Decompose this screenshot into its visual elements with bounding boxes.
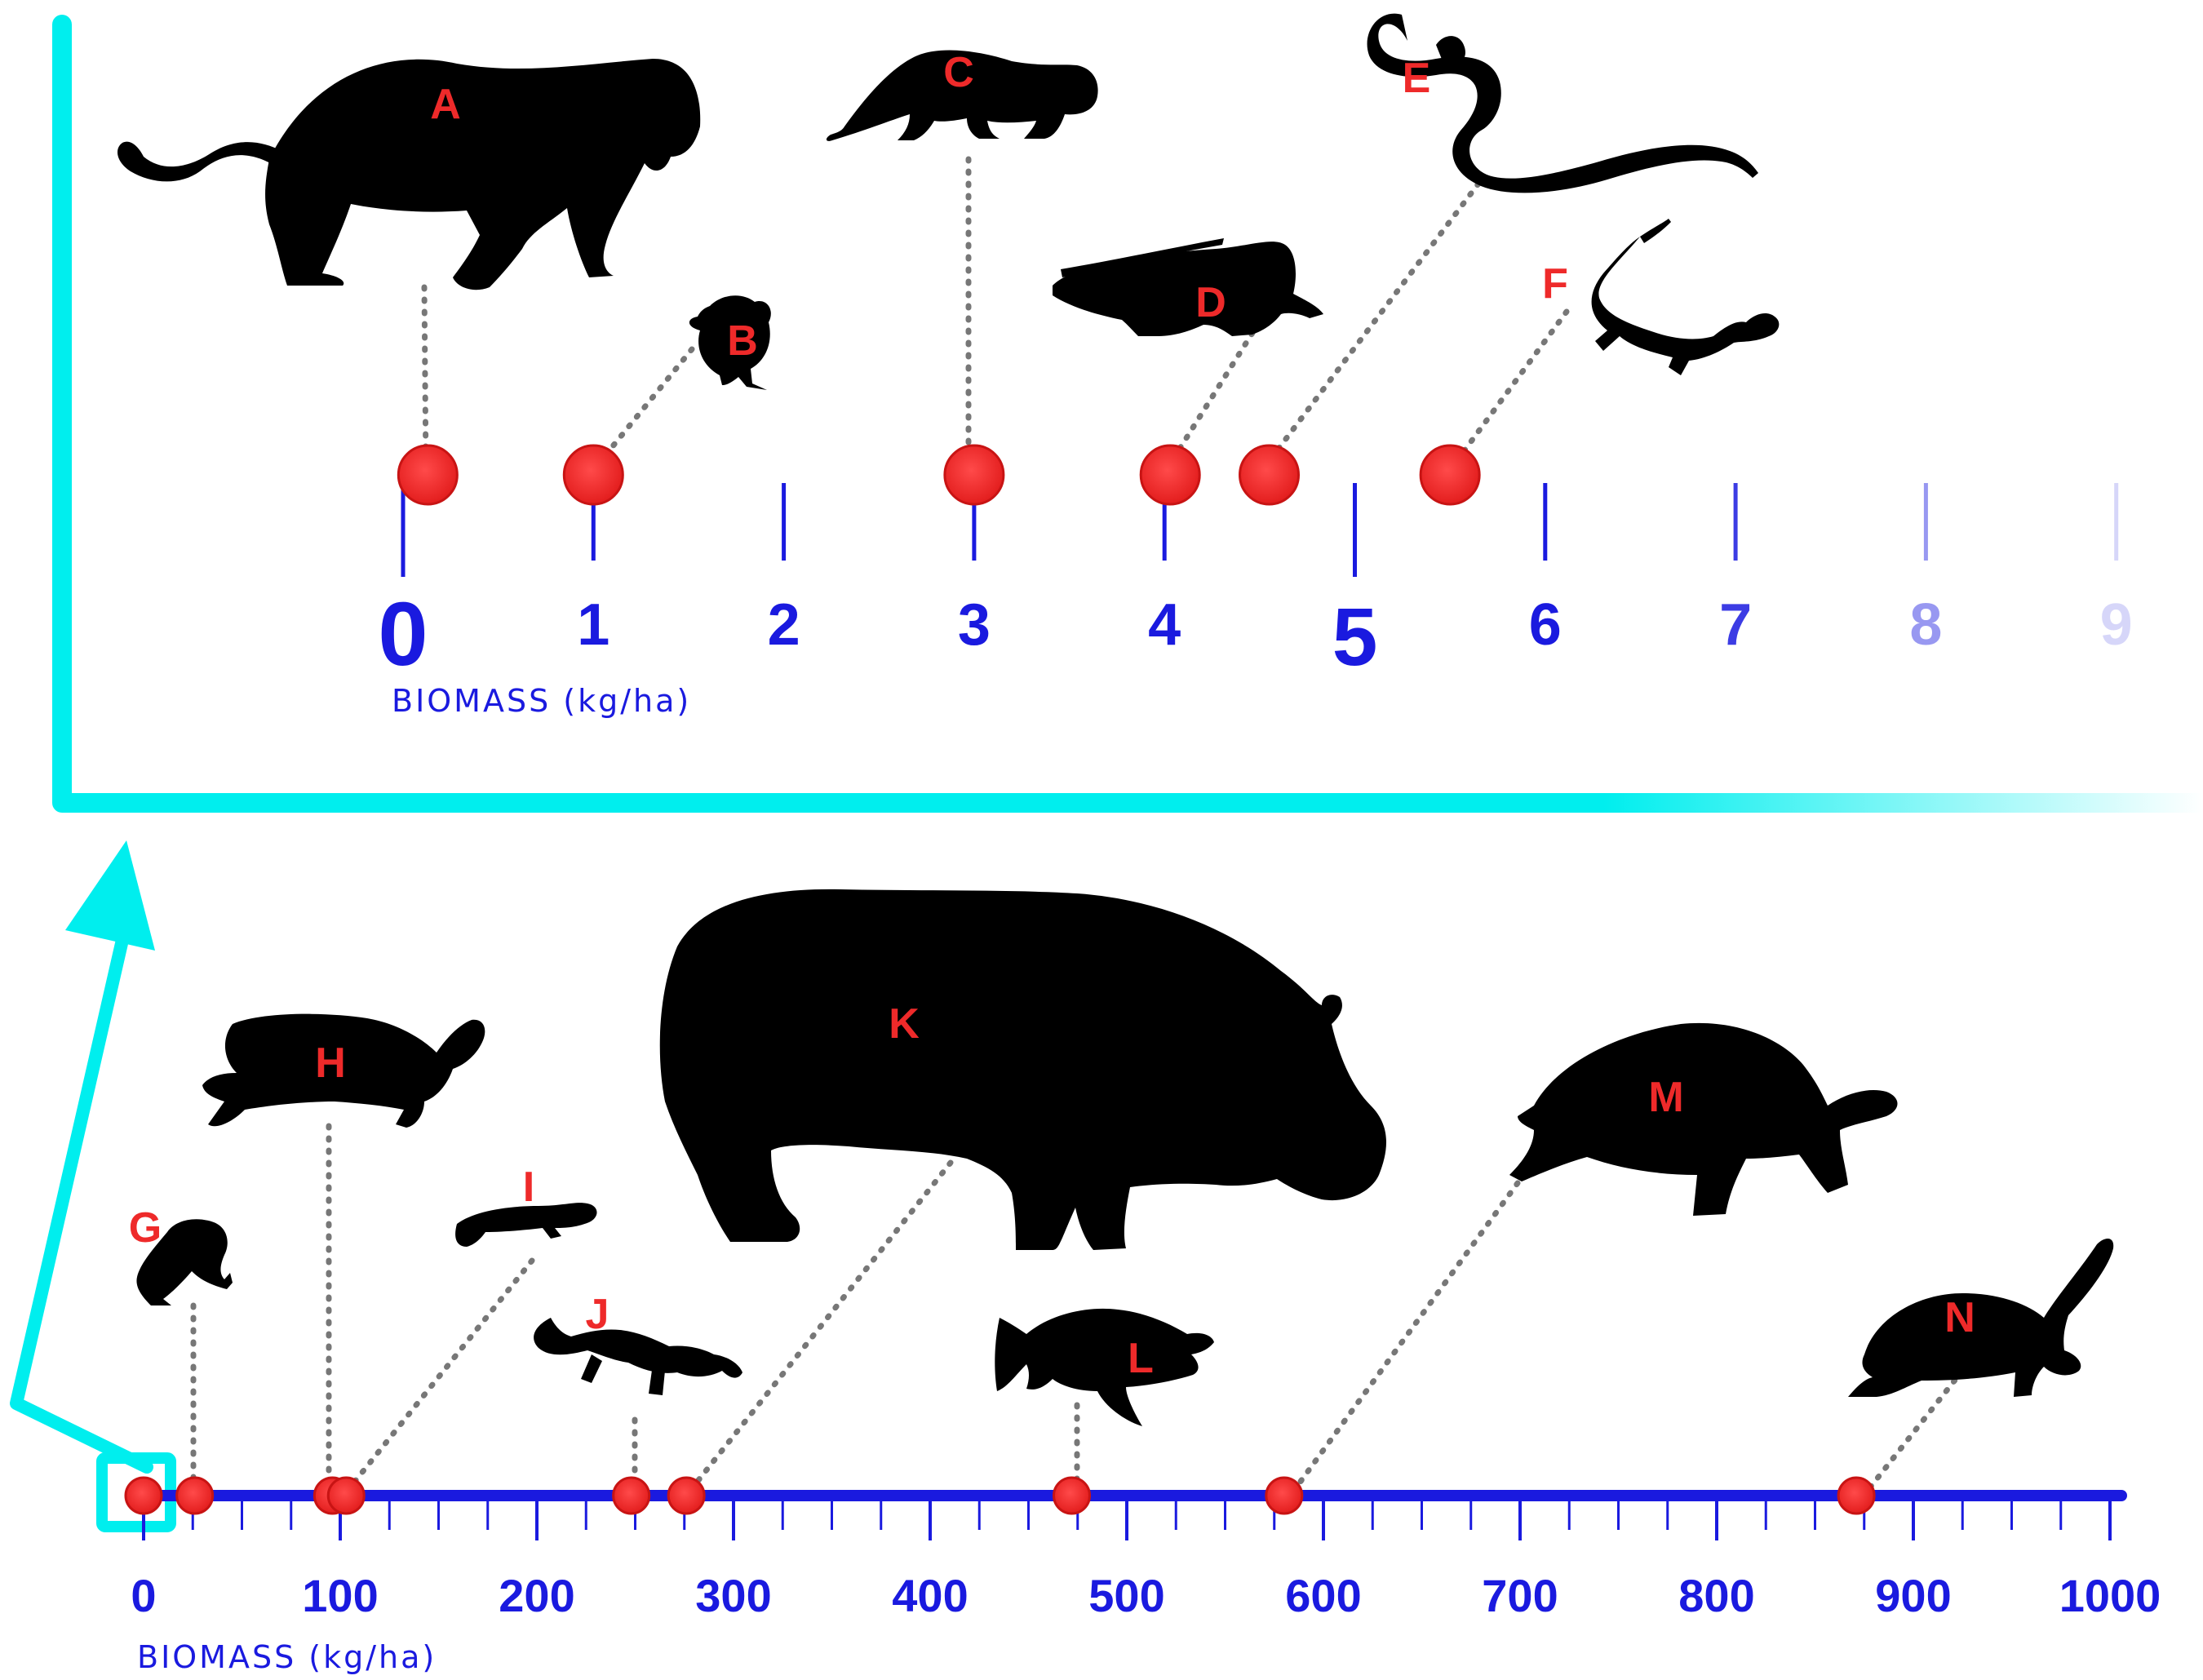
leader-line-m bbox=[1290, 1180, 1521, 1495]
upper-axis-title: BIOMASS (kg/ha) bbox=[392, 683, 691, 719]
lower-marker-n bbox=[1837, 1476, 1876, 1515]
upper-marker-c bbox=[943, 444, 1005, 506]
lower-marker-g bbox=[175, 1476, 215, 1515]
lower-marker-m bbox=[1265, 1476, 1304, 1515]
lower-axis-markers bbox=[124, 1476, 1876, 1515]
upper-tick-label-3: 3 bbox=[958, 592, 991, 658]
upper-tick-label-4: 4 bbox=[1148, 592, 1181, 658]
big-cat-icon bbox=[117, 59, 701, 290]
lower-marker-l bbox=[1053, 1476, 1092, 1515]
upper-marker-e bbox=[1239, 444, 1301, 506]
lower-marker-origin bbox=[124, 1476, 163, 1515]
leader-line-i bbox=[344, 1257, 535, 1495]
skink-icon bbox=[455, 1203, 597, 1247]
letter-b: B bbox=[727, 317, 758, 365]
snake-icon bbox=[1367, 13, 1758, 193]
upper-marker-a bbox=[397, 444, 459, 506]
animal-silhouettes bbox=[117, 13, 2114, 1426]
letter-m: M bbox=[1648, 1074, 1683, 1121]
lower-tick-label-0: 0 bbox=[131, 1570, 156, 1621]
tortoise-icon bbox=[1509, 1022, 1898, 1216]
iguana-icon bbox=[1053, 238, 1323, 336]
letter-c: C bbox=[943, 49, 974, 96]
mongoose-icon bbox=[826, 50, 1098, 141]
letter-i: I bbox=[523, 1164, 534, 1211]
lower-tick-label-100: 100 bbox=[302, 1570, 378, 1621]
lower-tick-label-400: 400 bbox=[892, 1570, 968, 1621]
letter-h: H bbox=[315, 1039, 346, 1087]
frog-icon bbox=[136, 1219, 233, 1305]
lower-axis-title: BIOMASS (kg/ha) bbox=[137, 1639, 437, 1675]
leader-line-e bbox=[1260, 180, 1482, 472]
lower-marker-k bbox=[667, 1476, 706, 1515]
upper-marker-f bbox=[1419, 444, 1481, 506]
upper-tick-label-9: 9 bbox=[2100, 592, 2133, 658]
pond-turtle-icon bbox=[202, 1013, 485, 1128]
salamander-icon bbox=[534, 1318, 742, 1395]
upper-marker-b bbox=[562, 444, 624, 506]
letter-a: A bbox=[430, 81, 461, 128]
lower-biomass-axis: 0 100 200 300 400 500 600 700 800 900 1000 BIOMASS… bbox=[131, 1490, 2161, 1675]
letter-f: F bbox=[1542, 260, 1568, 308]
upper-axis-markers bbox=[397, 444, 1481, 506]
callout-frame bbox=[52, 15, 2203, 813]
letter-e: E bbox=[1403, 55, 1431, 102]
leader-line-f bbox=[1447, 308, 1570, 472]
fish-icon bbox=[995, 1308, 1214, 1426]
upper-tick-label-0: 0 bbox=[378, 584, 428, 685]
upper-marker-d bbox=[1139, 444, 1201, 506]
lizard-icon bbox=[1591, 219, 1780, 375]
hippopotamus-icon bbox=[659, 889, 1387, 1250]
leader-line-k bbox=[686, 1159, 954, 1495]
letter-d: D bbox=[1195, 279, 1226, 326]
softshell-turtle-icon bbox=[1848, 1239, 2114, 1397]
leader-line-b bbox=[591, 346, 695, 472]
letter-k: K bbox=[889, 1000, 920, 1048]
letter-j: J bbox=[586, 1291, 609, 1338]
upper-tick-label-5: 5 bbox=[1332, 592, 1378, 683]
lower-tick-label-200: 200 bbox=[499, 1570, 574, 1621]
leader-lines bbox=[190, 156, 1966, 1495]
upper-tick-label-1: 1 bbox=[577, 592, 609, 658]
letter-l: L bbox=[1128, 1335, 1154, 1382]
upper-tick-label-2: 2 bbox=[768, 592, 800, 658]
callout-arrowhead bbox=[65, 840, 155, 951]
letter-n: N bbox=[1944, 1294, 1975, 1341]
lower-tick-label-300: 300 bbox=[695, 1570, 771, 1621]
leader-line-a bbox=[421, 284, 429, 472]
lower-marker-j bbox=[612, 1476, 651, 1515]
lower-tick-label-1000: 1000 bbox=[2059, 1570, 2161, 1621]
leader-line-n bbox=[1864, 1367, 1966, 1495]
upper-biomass-axis: 0 1 2 3 4 5 6 7 8 9 BIOMASS (kg/ha) bbox=[378, 464, 2203, 719]
zoom-callout bbox=[10, 15, 2203, 1532]
upper-tick-label-7: 7 bbox=[1719, 592, 1752, 658]
animal-letters: A B C D E F G H I J K L M N bbox=[129, 49, 1975, 1382]
letter-g: G bbox=[129, 1204, 162, 1252]
lower-marker-i bbox=[326, 1476, 366, 1515]
callout-arrow-line bbox=[10, 915, 153, 1474]
lower-tick-label-500: 500 bbox=[1088, 1570, 1164, 1621]
lower-tick-label-900: 900 bbox=[1875, 1570, 1951, 1621]
lower-tick-label-700: 700 bbox=[1482, 1570, 1558, 1621]
upper-tick-label-6: 6 bbox=[1529, 592, 1562, 658]
lower-tick-label-800: 800 bbox=[1678, 1570, 1754, 1621]
upper-tick-label-8: 8 bbox=[1909, 592, 1942, 658]
bird-chick-icon bbox=[689, 295, 771, 390]
lower-tick-label-600: 600 bbox=[1285, 1570, 1361, 1621]
